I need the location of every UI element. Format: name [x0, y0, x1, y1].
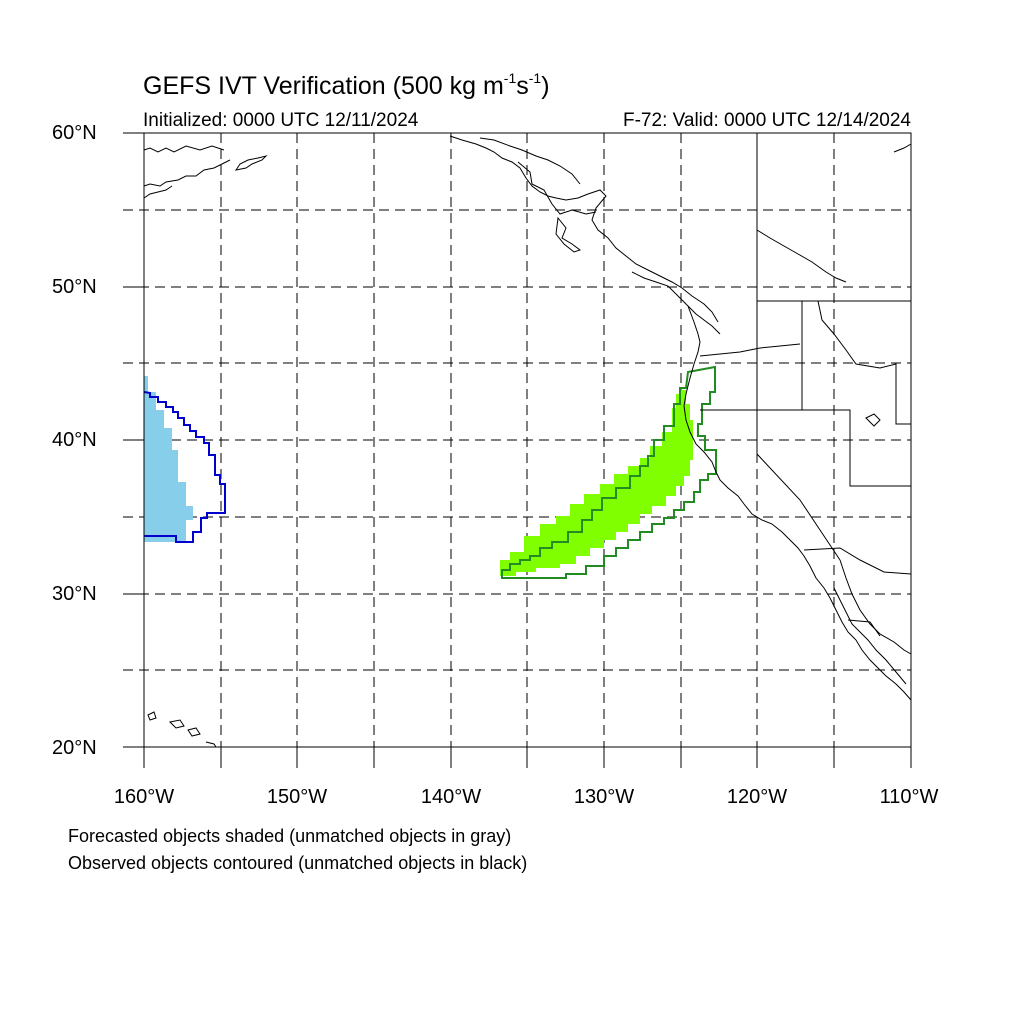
chart-title: GEFS IVT Verification (500 kg m-1s-1) [143, 70, 550, 100]
valid-time: F-72: Valid: 0000 UTC 12/14/2024 [623, 110, 911, 131]
footnote-observed: Observed objects contoured (unmatched ob… [68, 853, 528, 873]
lon-label-140w: 140°W [420, 786, 482, 808]
footnote-forecast: Forecasted objects shaded (unmatched obj… [68, 826, 512, 846]
lat-label-60n: 60°N [52, 122, 97, 144]
forecast-object-2 [500, 390, 693, 576]
observed-object-1 [143, 391, 226, 543]
lat-label-20n: 20°N [52, 737, 97, 759]
lon-label-120w: 120°W [726, 786, 788, 808]
coastlines [143, 133, 912, 748]
lon-label-160w: 160°W [113, 786, 175, 808]
lat-label-30n: 30°N [52, 583, 97, 605]
initialized-time: Initialized: 0000 UTC 12/11/2024 [143, 110, 419, 131]
lat-label-50n: 50°N [52, 276, 97, 298]
lon-label-110w: 110°W [879, 786, 939, 808]
observed-object-2 [501, 365, 717, 579]
lon-label-150w: 150°W [266, 786, 328, 808]
forecast-object-1 [144, 376, 193, 542]
lat-label-40n: 40°N [52, 429, 97, 451]
axis-ticks [123, 132, 912, 768]
graticule [123, 133, 911, 747]
lon-label-130w: 130°W [573, 786, 635, 808]
